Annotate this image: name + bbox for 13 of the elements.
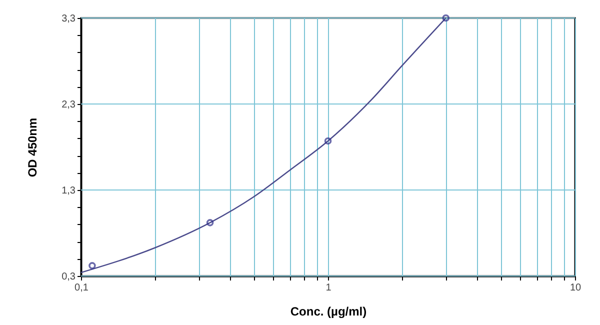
x-axis-title: Conc. (µg/ml) bbox=[290, 304, 367, 318]
point bbox=[88, 262, 96, 270]
y-tick-label: 2,3 bbox=[62, 100, 76, 110]
y-tick-label: 0,3 bbox=[62, 272, 76, 282]
y-axis-title: OD 450nm bbox=[26, 118, 40, 178]
point bbox=[324, 137, 332, 145]
x-tick-label: 1 bbox=[326, 282, 332, 294]
y-tick-label: 1,3 bbox=[62, 186, 76, 196]
point bbox=[206, 219, 214, 226]
x-tick-label: 10 bbox=[570, 282, 582, 294]
point bbox=[442, 14, 450, 22]
x-tick-label: 0,1 bbox=[74, 282, 89, 294]
y-tick-label: 3,3 bbox=[62, 14, 76, 24]
